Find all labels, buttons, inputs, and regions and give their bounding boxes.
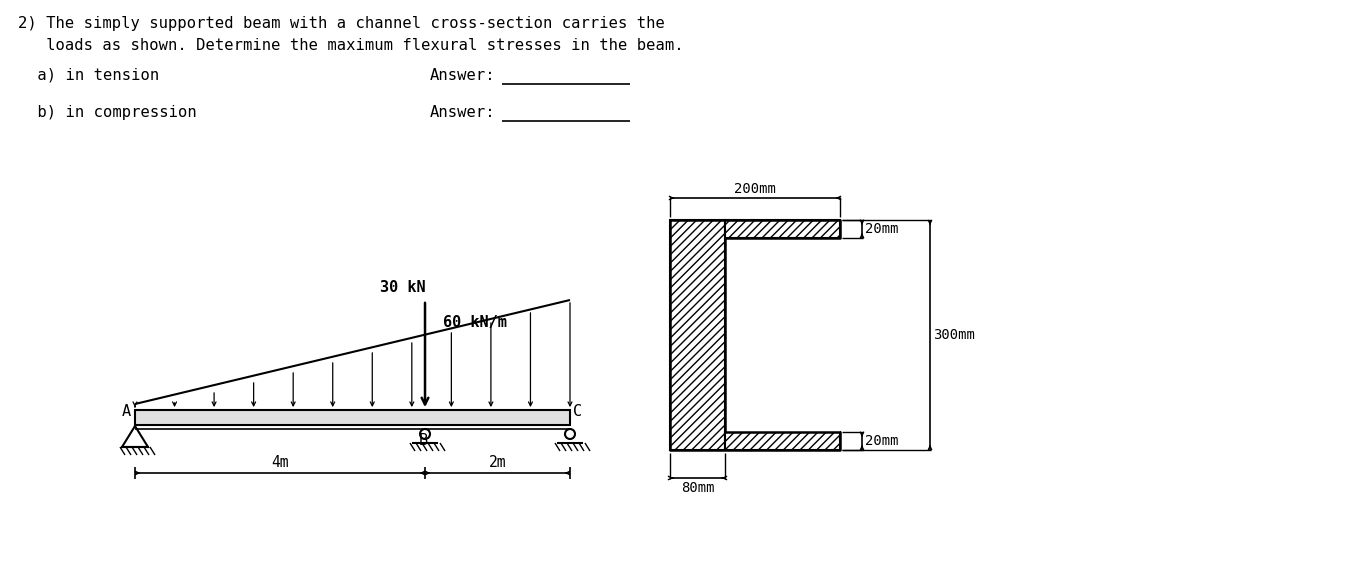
Polygon shape [670, 220, 725, 450]
Text: loads as shown. Determine the maximum flexural stresses in the beam.: loads as shown. Determine the maximum fl… [18, 38, 684, 53]
Polygon shape [725, 220, 840, 238]
Text: 20mm: 20mm [865, 434, 899, 448]
Text: 20mm: 20mm [865, 222, 899, 236]
Text: 2m: 2m [489, 455, 507, 470]
Polygon shape [725, 432, 840, 450]
Text: b) in compression: b) in compression [29, 105, 196, 120]
Text: 80mm: 80mm [681, 481, 714, 495]
Polygon shape [135, 410, 571, 425]
Text: C: C [573, 403, 582, 418]
Text: A: A [123, 403, 131, 418]
Text: Answer:: Answer: [430, 105, 496, 120]
Text: 30 kN: 30 kN [380, 280, 426, 295]
Text: 300mm: 300mm [933, 328, 975, 342]
Text: 4m: 4m [271, 455, 289, 470]
Text: a) in tension: a) in tension [29, 68, 159, 83]
Text: 200mm: 200mm [734, 182, 776, 196]
Text: B: B [419, 433, 428, 448]
Text: Answer:: Answer: [430, 68, 496, 83]
Text: 60 kN/m: 60 kN/m [443, 315, 507, 330]
Polygon shape [725, 238, 840, 432]
Text: 2) The simply supported beam with a channel cross-section carries the: 2) The simply supported beam with a chan… [18, 16, 665, 31]
